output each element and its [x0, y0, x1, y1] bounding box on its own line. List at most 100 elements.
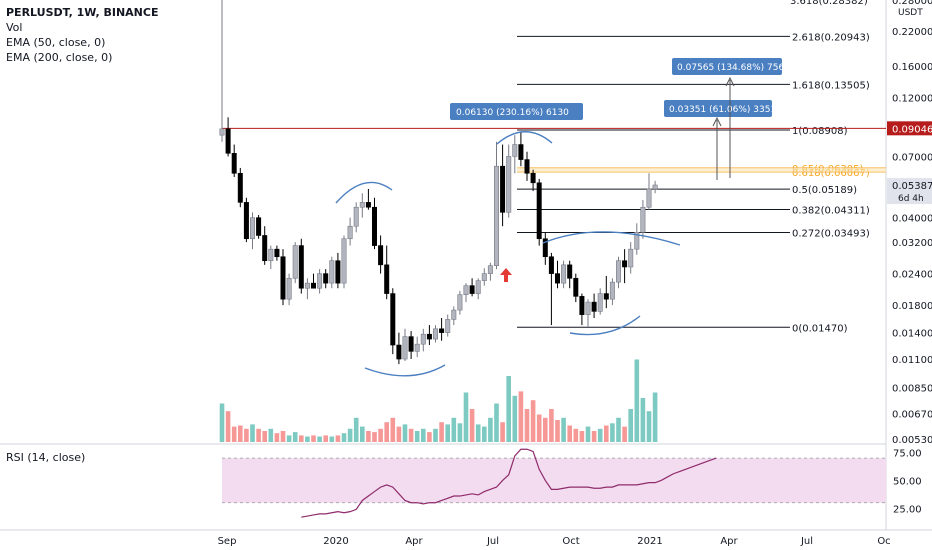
candle-body: [317, 273, 323, 289]
volume-bar: [378, 428, 383, 442]
candle-body: [463, 285, 469, 295]
candle-body: [646, 188, 652, 208]
candle-body: [256, 217, 262, 236]
rsi-tick-label: 75.00: [893, 449, 922, 460]
candle-body: [536, 182, 542, 240]
volume-bar: [451, 417, 457, 442]
volume-bar: [634, 359, 640, 442]
volume-bar: [646, 411, 652, 442]
measure-box: [664, 100, 772, 117]
measure-label: 0.06130 (230.16%) 6130: [456, 108, 569, 118]
candle-body: [512, 144, 518, 157]
time-tick-label: Apr: [405, 536, 423, 547]
volume-bar: [530, 400, 536, 442]
volume-bar: [305, 436, 310, 442]
candle-body: [432, 328, 438, 340]
volume-bar: [238, 425, 243, 442]
volume-bar: [524, 409, 530, 442]
candle-body: [353, 206, 359, 227]
volume-bar: [591, 431, 597, 442]
candle-body: [451, 309, 457, 320]
buy-signal-arrow: [500, 268, 512, 282]
volume-bar: [512, 395, 518, 442]
candle-body: [365, 202, 371, 208]
volume-bar: [225, 411, 231, 442]
volume-bar: [622, 426, 627, 442]
volume-bar: [317, 436, 322, 442]
volume-bar: [286, 435, 292, 442]
measure-label: 0.03351 (61.06%) 3351: [669, 105, 776, 115]
indicator-ema-200: EMA (200, close, 0): [6, 51, 113, 64]
volume-bar: [500, 422, 505, 442]
volume-bar: [341, 433, 347, 442]
volume-bar: [585, 426, 591, 442]
volume-bar: [463, 392, 469, 442]
candle-body: [243, 202, 249, 240]
chart-legend: PERLUSDT, 1W, BINANCE Vol EMA (50, close…: [6, 5, 158, 65]
measure-arrow-head: [725, 76, 735, 87]
volume-bar: [244, 428, 249, 442]
volume-bar: [347, 428, 353, 442]
candle-body: [384, 264, 390, 294]
price-tick-label: 0.00670: [892, 409, 932, 420]
volume-bar: [292, 432, 298, 442]
reference-price-text: 0.09046: [892, 124, 932, 135]
price-tick-label: 0.01100: [892, 355, 932, 366]
rsi-pane: [222, 448, 886, 518]
currency-label: USDT: [898, 8, 923, 18]
candle-body: [475, 280, 481, 294]
candle-body: [359, 202, 365, 208]
volume-bar: [219, 403, 225, 442]
price-tick-label: 0.00850: [892, 383, 932, 394]
price-tick-label: 0.16000: [892, 62, 932, 73]
rsi-legend: RSI (14, close): [6, 451, 86, 464]
price-tick-label: 0.01800: [892, 301, 932, 312]
volume-bar: [628, 409, 633, 442]
rsi-band: [222, 458, 886, 503]
volume-bar: [396, 426, 402, 442]
volume-bar: [323, 435, 328, 442]
candle-body: [396, 344, 402, 360]
candle-body: [634, 231, 640, 250]
fib-top-partial-label: 3.618(0.28382): [790, 0, 868, 7]
arc-annotation: [364, 364, 446, 377]
candle-body: [298, 245, 304, 289]
candle-body: [530, 172, 536, 184]
golden-zone: [517, 167, 886, 173]
candle-body: [481, 273, 487, 281]
arc-annotation: [496, 131, 553, 145]
last-price-text: 0.05387: [892, 181, 932, 192]
candle-body: [231, 153, 237, 174]
candle-body: [457, 294, 463, 311]
fibonacci-levels[interactable]: 0(0.01470) 0.272(0.03493) 0.382(0.04311) 0.…: [222, 0, 886, 334]
volume-bar: [549, 409, 554, 442]
volume-bar: [561, 417, 566, 442]
candle-body: [561, 264, 567, 284]
ema-curve: [542, 231, 681, 246]
candle-body: [280, 256, 286, 300]
candle-body: [548, 256, 554, 274]
volume-bar: [274, 433, 280, 442]
volume-bar: [610, 423, 615, 442]
fib-level-label: 0.272(0.03493): [792, 229, 870, 240]
volume-bar: [408, 428, 414, 442]
price-tick-label: 0.02400: [892, 270, 932, 281]
time-tick-label: Oct: [562, 536, 579, 547]
price-tick-label: 0.01400: [892, 329, 932, 340]
candle-body: [524, 159, 530, 174]
annotations: 0.06130 (230.16%) 6130 0.07565 (134.68%) …: [335, 58, 790, 488]
volume-bar: [335, 435, 341, 442]
volume-bar: [311, 435, 316, 442]
price-tick-label: 0.12000: [892, 93, 932, 104]
candle-body: [304, 282, 310, 289]
candle-body: [225, 128, 231, 154]
price-tick-label: 0.28000: [892, 0, 932, 7]
price-tick-label: 0.00530: [892, 435, 932, 446]
candle-body: [628, 248, 634, 268]
candle-body: [426, 333, 432, 340]
time-tick-label: Sep: [218, 536, 237, 547]
candle-body: [292, 245, 298, 279]
volume-bar: [579, 431, 585, 442]
indicator-vol: Vol: [6, 21, 23, 34]
